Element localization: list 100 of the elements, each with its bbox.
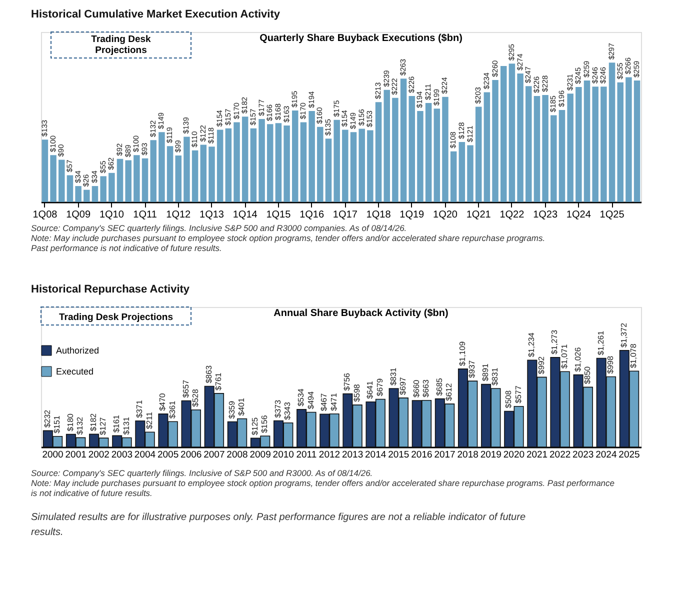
- bar: [58, 160, 65, 202]
- bar: [216, 130, 224, 202]
- data-label: $361: [168, 400, 177, 419]
- bar: [425, 103, 432, 202]
- bar: [150, 140, 156, 202]
- bar: [284, 126, 290, 202]
- bar: [358, 128, 365, 202]
- data-label: $232: [42, 409, 52, 428]
- x-tick-label: 1Q09: [66, 210, 91, 220]
- bar: [92, 186, 98, 202]
- data-label: $1,261: [596, 330, 606, 356]
- x-tick-label: 2011: [296, 450, 317, 460]
- data-label: $598: [352, 384, 362, 402]
- bar: [125, 160, 132, 202]
- bar: [417, 110, 424, 202]
- x-tick-label: 2013: [342, 450, 364, 460]
- bar: [475, 106, 482, 202]
- bar: [517, 73, 524, 202]
- bar: [492, 80, 498, 202]
- chart-title: Historical Repurchase Activity: [31, 284, 190, 296]
- x-tick-label: 2016: [411, 450, 432, 460]
- x-tick-label: 1Q22: [500, 210, 525, 220]
- bar: [200, 144, 207, 202]
- x-tick-label: 2008: [226, 450, 248, 460]
- data-label: $657: [181, 379, 190, 398]
- x-tick-label: 1Q14: [232, 210, 258, 220]
- data-label: $125: [250, 416, 260, 436]
- data-label: $612: [444, 382, 454, 401]
- bar: [608, 62, 616, 202]
- x-tick-label: 2012: [318, 450, 340, 460]
- bar: [508, 64, 516, 202]
- bar: [500, 66, 507, 202]
- data-label: $132: [76, 416, 85, 435]
- bar: [192, 150, 198, 202]
- x-tick-label: 2004: [134, 450, 156, 460]
- data-label: $1,071: [560, 344, 569, 369]
- x-tick-label: 2019: [480, 450, 502, 460]
- text: Note: May include purchases pursuant to employee stock option programs, tender offers and/or accelerated share repurchase programs. Past performance is not indicative of future results.: [31, 478, 615, 498]
- bar: [434, 108, 440, 202]
- legend-label: Executed: [56, 366, 94, 376]
- text: Trading Desk Projections: [91, 34, 152, 56]
- x-tick-label: 2000: [42, 450, 64, 460]
- bar: [626, 77, 632, 202]
- bar: [450, 151, 457, 202]
- data-label: $371: [135, 400, 144, 418]
- bar: [576, 87, 582, 202]
- data-label: $534: [296, 388, 306, 406]
- bar: [208, 146, 215, 202]
- chart-title: Historical Cumulative Market Execution Activity: [31, 8, 281, 20]
- data-label: $577: [514, 385, 523, 404]
- bar: [534, 96, 540, 202]
- text: Note: May include purchases pursuant to employee stock option programs, tender offers and/or accelerated share repurchase programs.: [31, 233, 546, 243]
- bar: [458, 142, 466, 202]
- data-label: $998: [606, 355, 616, 374]
- data-label: $156: [260, 414, 270, 434]
- data-label: $663: [422, 378, 431, 398]
- data-label: $401: [237, 397, 246, 416]
- bar: [142, 158, 148, 202]
- chart-subtitle: Annual Share Buyback Activity ($bn): [274, 308, 448, 319]
- data-label: $863: [204, 364, 214, 384]
- bar: [384, 90, 390, 202]
- x-tick-label: 1Q24: [566, 210, 592, 220]
- bar: [275, 123, 282, 202]
- bar: [375, 102, 382, 202]
- bar: [300, 122, 307, 202]
- x-tick-label: 1Q23: [533, 210, 558, 220]
- x-tick-label: 2015: [388, 450, 410, 460]
- bar: [108, 172, 115, 202]
- data-label: $211: [144, 411, 154, 430]
- bar: [367, 130, 374, 202]
- data-label: $641: [366, 380, 375, 399]
- bar: [292, 110, 298, 202]
- data-label: $1,273: [550, 329, 560, 354]
- data-label: $1,026: [573, 346, 582, 372]
- text: Simulated results are for illustrative purposes only. Past performance figures are not a reliable indicator of future results.: [31, 512, 526, 538]
- data-label: $660: [412, 379, 421, 398]
- bar: [116, 158, 124, 202]
- bar: [442, 96, 448, 202]
- bar: [184, 136, 190, 202]
- data-label: $1,372: [619, 322, 628, 348]
- x-tick-label: 1Q10: [99, 210, 124, 220]
- x-tick-label: 2017: [434, 450, 456, 460]
- legend-label: Authorized: [56, 346, 100, 356]
- data-label: $1,234: [527, 332, 536, 358]
- source-note: Source: Company's SEC quarterly filings. Inclusive S&P 500 and R3000 companies. As of 08/14/26.: [31, 223, 407, 233]
- data-label: $891: [481, 362, 490, 382]
- data-label: $756: [342, 372, 352, 391]
- bar: [175, 156, 182, 202]
- bar: [550, 115, 557, 202]
- data-label: $180: [66, 412, 75, 432]
- data-label: $937: [468, 360, 477, 378]
- data-label: $831: [490, 367, 500, 386]
- data-label: $528: [190, 388, 200, 407]
- data-label: $127: [98, 416, 108, 436]
- bar: [42, 140, 48, 202]
- x-tick-label: 1Q12: [166, 210, 192, 220]
- bar: [325, 138, 332, 202]
- data-label: $151: [52, 415, 62, 434]
- data-label: $850: [582, 366, 592, 384]
- bar: [317, 126, 324, 202]
